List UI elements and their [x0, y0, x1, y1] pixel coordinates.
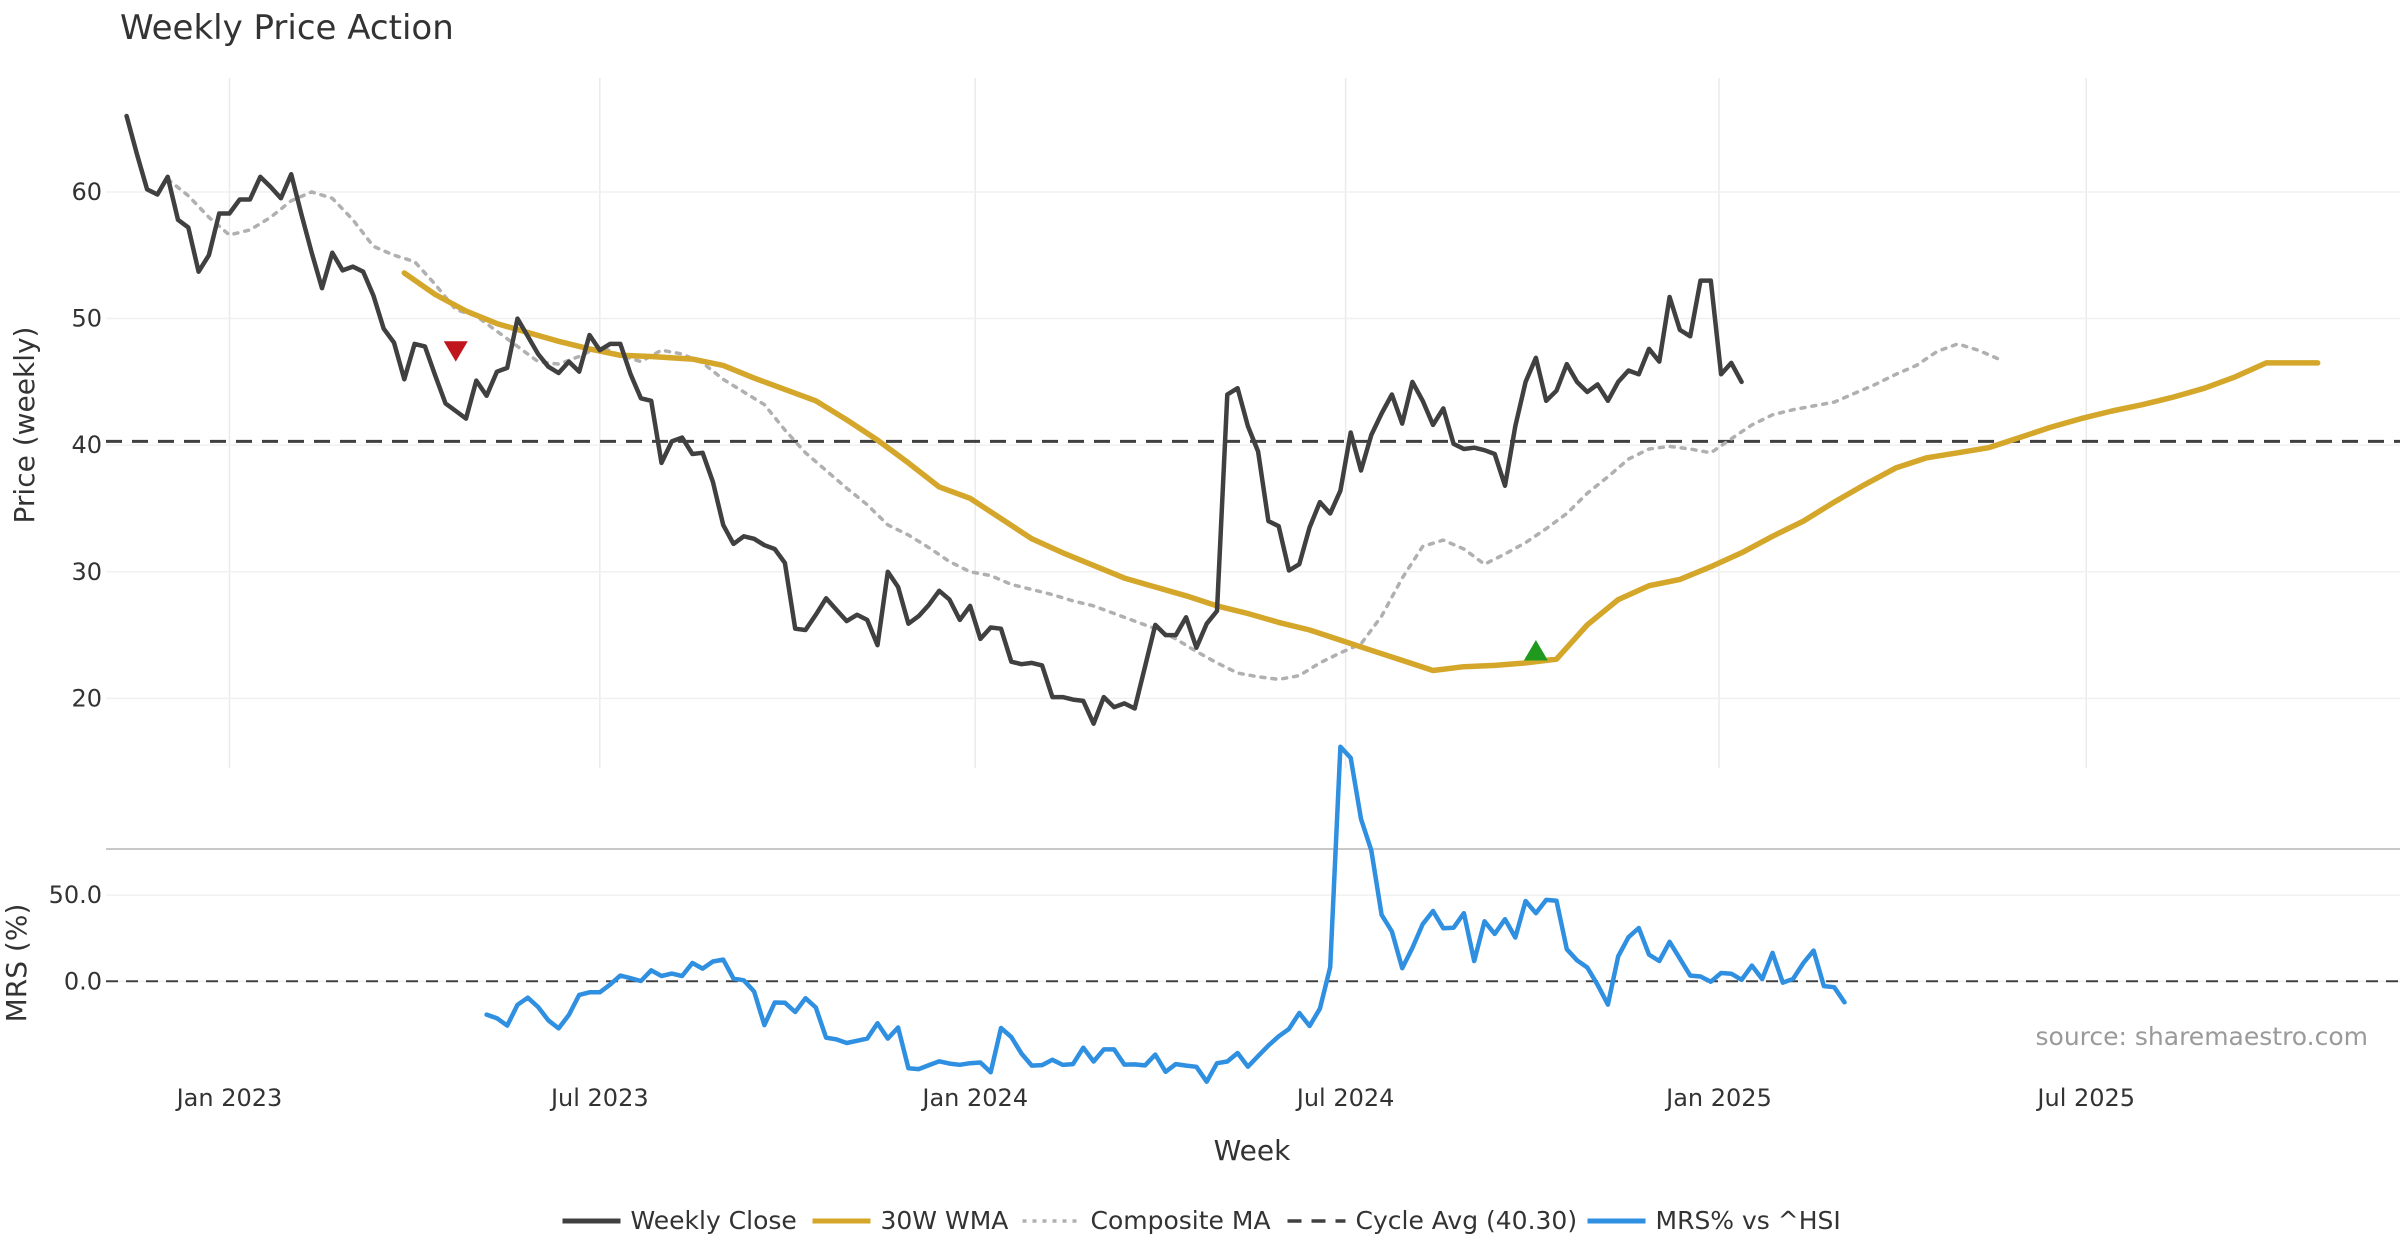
- mrs-y-axis-label: MRS (%): [0, 904, 33, 1023]
- mrs-y-tick-label: 50.0: [49, 881, 102, 909]
- x-tick-label: Jan 2023: [175, 1084, 283, 1112]
- price-y-tick-label: 50: [71, 305, 102, 333]
- price-y-ticks: 20 30 40 50 60: [71, 178, 102, 712]
- x-tick-label: Jan 2024: [920, 1084, 1028, 1112]
- legend: Weekly Close 30W WMA Composite MA Cycle Avg…: [562, 1206, 1841, 1235]
- mrs-y-ticks: 0.0 50.0: [49, 881, 102, 995]
- series-weekly-close: [124, 113, 1744, 726]
- buy-signal-marker: [1523, 640, 1548, 661]
- price-panel-gridlines: [106, 78, 2400, 768]
- mrs-panel-gridlines: [106, 894, 2400, 983]
- chart-title: Weekly Price Action: [120, 8, 454, 48]
- series-layer: [106, 113, 2400, 1084]
- price-y-tick-label: 20: [71, 684, 102, 712]
- source-note: source: sharemaestro.com: [2036, 1022, 2369, 1051]
- mrs-y-tick-label: 0.0: [64, 967, 102, 995]
- price-y-tick-label: 30: [71, 558, 102, 586]
- signal-markers: [443, 341, 1548, 661]
- x-tick-label: Jan 2025: [1664, 1084, 1772, 1112]
- x-axis-label: Week: [1214, 1134, 1291, 1167]
- legend-label: Cycle Avg (40.30): [1356, 1206, 1578, 1235]
- legend-label: Composite MA: [1091, 1206, 1271, 1235]
- legend-label: Weekly Close: [631, 1206, 797, 1235]
- series-30w-wma: [401, 270, 2321, 674]
- sell-signal-marker: [443, 341, 468, 362]
- x-tick-label: Jul 2023: [549, 1084, 649, 1112]
- x-tick-label: Jul 2025: [2035, 1084, 2135, 1112]
- x-ticks: Jan 2023 Jul 2023 Jan 2024 Jul 2024 Jan 2025…: [175, 1084, 2135, 1112]
- x-tick-label: Jul 2024: [1295, 1084, 1395, 1112]
- price-y-axis-label: Price (weekly): [8, 327, 41, 524]
- series-mrs-vs-hsi: [484, 744, 1847, 1084]
- price-y-tick-label: 40: [71, 431, 102, 459]
- price-y-tick-label: 60: [71, 178, 102, 206]
- legend-label: MRS% vs ^HSI: [1656, 1206, 1841, 1235]
- series-composite-ma: [165, 177, 2001, 682]
- legend-label: 30W WMA: [881, 1206, 1009, 1235]
